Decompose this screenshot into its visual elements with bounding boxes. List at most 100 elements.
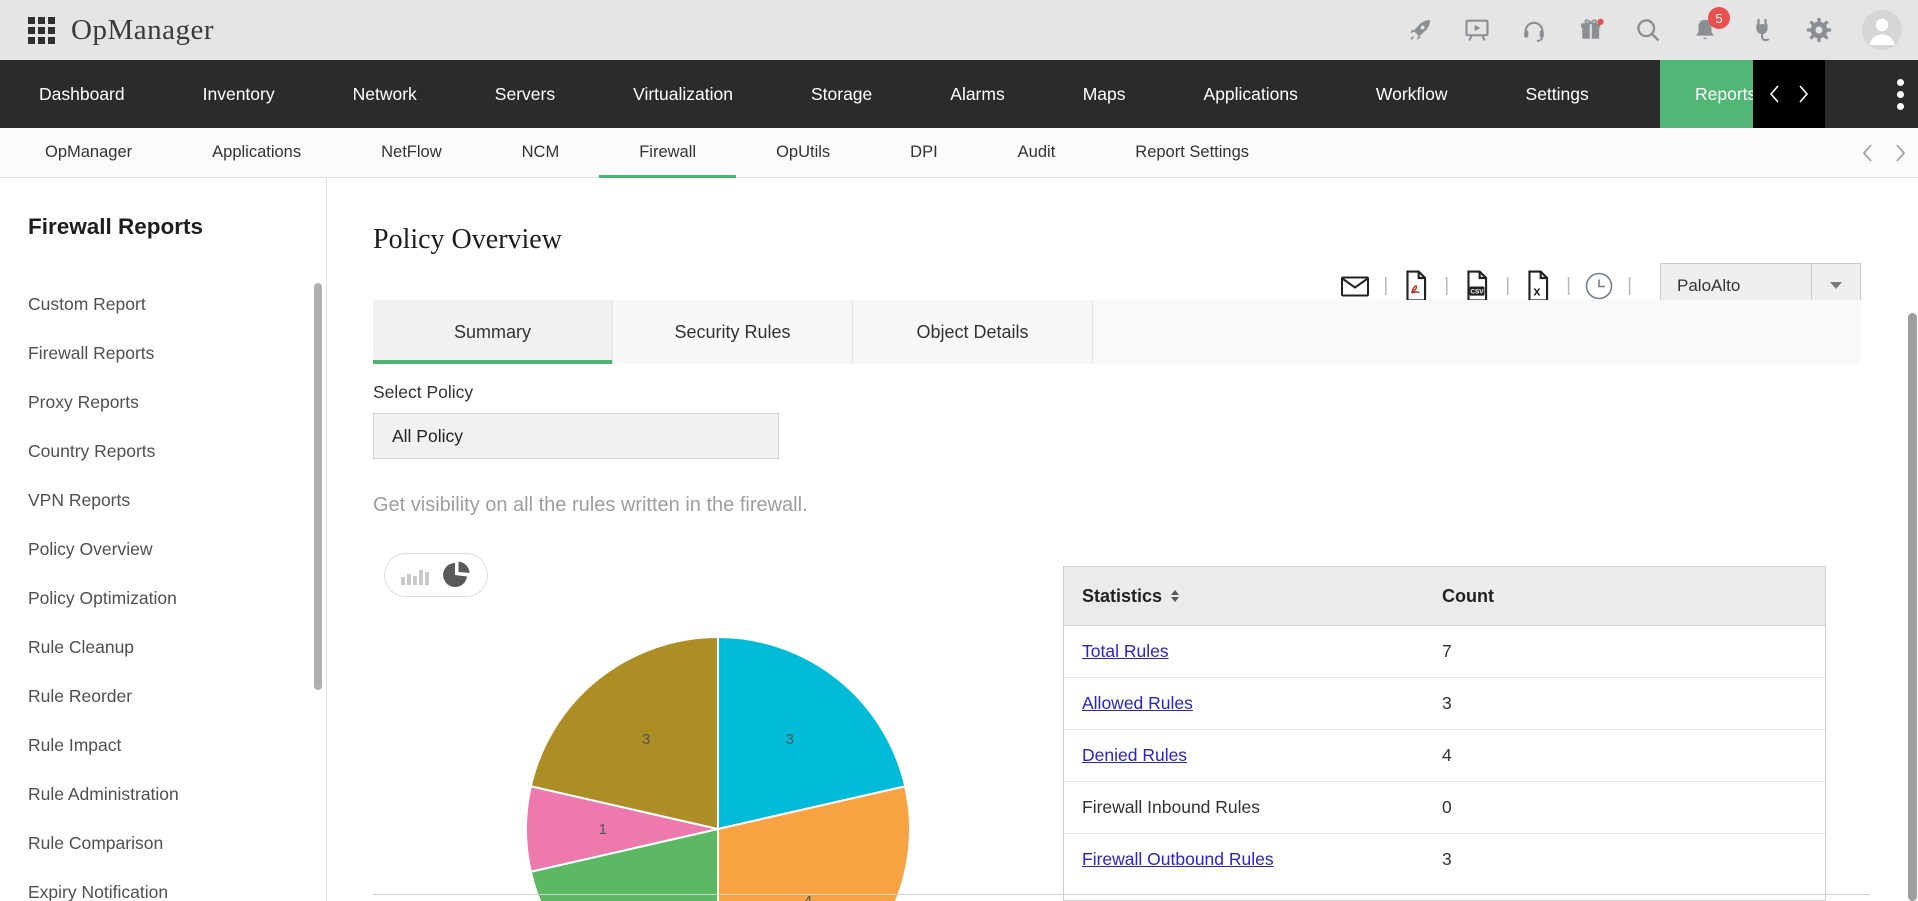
sidebar-item-policy-overview[interactable]: Policy Overview [28, 539, 153, 559]
pie-slice-1[interactable] [717, 785, 911, 901]
policy-select-value: All Policy [392, 425, 463, 446]
sidebar-item-policy-optimization[interactable]: Policy Optimization [28, 588, 177, 608]
tab-summary[interactable]: Summary [373, 300, 613, 364]
table-partial-row [1064, 885, 1825, 901]
stat-link-allowed-rules[interactable]: Allowed Rules [1082, 693, 1193, 713]
nav-more-menu-icon[interactable] [1897, 60, 1904, 128]
schedule-report-icon[interactable] [1584, 270, 1614, 302]
gift-offers-icon[interactable] [1577, 16, 1605, 44]
subnav-item-netflow[interactable]: NetFlow [381, 143, 442, 161]
tab-security-rules[interactable]: Security Rules [613, 300, 853, 364]
pie-slice-4[interactable] [529, 635, 719, 831]
tab-object-details[interactable]: Object Details [853, 300, 1093, 364]
sidebar-item-rule-comparison[interactable]: Rule Comparison [28, 833, 164, 853]
statistics-table-body: Total Rules 7 Allowed Rules 3 Denied Rules 4 F… [1064, 626, 1825, 885]
subnav-item-ncm[interactable]: NCM [521, 143, 560, 161]
stat-label-firewall-inbound-rules: Firewall Inbound Rules [1082, 797, 1261, 817]
search-icon[interactable] [1634, 16, 1662, 44]
subnav-item-oputils[interactable]: OpUtils [776, 143, 831, 161]
subnav-item-firewall[interactable]: Firewall [599, 128, 736, 178]
subnav-item-applications[interactable]: Applications [212, 143, 302, 161]
stat-count-denied-rules: 4 [1442, 745, 1452, 765]
table-row-firewall-inbound-rules: Firewall Inbound Rules 0 [1064, 782, 1825, 834]
nav-tab-alarms[interactable]: Alarms [950, 83, 1005, 104]
sidebar-item-vpn-reports[interactable]: VPN Reports [28, 490, 131, 510]
bar-chart-toggle-icon[interactable] [401, 565, 429, 585]
column-header-count[interactable]: Count [1442, 585, 1494, 606]
sidebar-item-firewall-reports[interactable]: Firewall Reports [28, 343, 155, 363]
nav-tab-network[interactable]: Network [352, 83, 417, 104]
stat-link-denied-rules[interactable]: Denied Rules [1082, 745, 1188, 765]
getting-started-video-icon[interactable] [1463, 16, 1491, 44]
nav-tab-workflow[interactable]: Workflow [1375, 83, 1448, 104]
nav-tab-dashboard[interactable]: Dashboard [39, 83, 125, 104]
subnav-item-dpi[interactable]: DPI [910, 143, 938, 161]
stat-link-total-rules[interactable]: Total Rules [1082, 641, 1169, 661]
export-excel-icon[interactable]: x [1523, 270, 1553, 302]
column-header-statistics[interactable]: Statistics [1082, 585, 1163, 606]
main-navigation-bar: Dashboard Inventory Network Servers Virtuali… [0, 60, 1918, 128]
sidebar-item-expiry-notification[interactable]: Expiry Notification [28, 882, 169, 901]
stat-count-firewall-outbound-rules: 3 [1442, 849, 1452, 869]
nav-tab-storage[interactable]: Storage [810, 83, 873, 104]
email-report-icon[interactable] [1340, 270, 1370, 302]
pie-slice-label-3: 1 [599, 821, 607, 838]
integrations-plug-icon[interactable] [1748, 16, 1776, 44]
user-avatar[interactable] [1862, 10, 1902, 50]
export-csv-icon[interactable]: CSV [1462, 270, 1492, 302]
nav-tab-reports[interactable]: Reports [1660, 60, 1753, 128]
nav-scroll-arrows [1753, 60, 1825, 128]
subnav-item-opmanager[interactable]: OpManager [45, 143, 133, 161]
divider: | [1566, 275, 1572, 296]
sidebar-item-custom-report[interactable]: Custom Report [28, 294, 146, 314]
sidebar-item-rule-administration[interactable]: Rule Administration [28, 784, 179, 804]
nav-tab-virtualization[interactable]: Virtualization [633, 83, 733, 104]
export-pdf-icon[interactable] [1401, 270, 1431, 302]
pie-slice-2[interactable] [529, 827, 719, 901]
subnav-item-report-settings[interactable]: Report Settings [1135, 143, 1250, 161]
pie-chart-toggle-icon[interactable] [441, 560, 471, 590]
rocket-icon[interactable] [1406, 16, 1434, 44]
sidebar-item-country-reports[interactable]: Country Reports [28, 441, 156, 461]
sidebar-item-proxy-reports[interactable]: Proxy Reports [28, 392, 139, 412]
policy-tabs: Summary Security Rules Object Details [373, 300, 1861, 364]
select-policy-label: Select Policy [373, 382, 474, 402]
report-description: Get visibility on all the rules written … [373, 494, 808, 516]
pie-slice-label-0: 3 [786, 731, 794, 748]
subnav-scroll-right-icon[interactable] [1892, 141, 1908, 165]
sidebar-scrollbar-thumb[interactable] [314, 283, 322, 690]
vendor-dropdown-caret[interactable] [1811, 264, 1860, 307]
pie-slice-0[interactable] [717, 635, 907, 831]
pie-slice-label-4: 3 [642, 731, 650, 748]
sidebar-item-rule-reorder[interactable]: Rule Reorder [28, 686, 133, 706]
policy-select[interactable]: All Policy [373, 413, 779, 459]
divider: | [1627, 275, 1632, 296]
table-row-denied-rules: Denied Rules 4 [1064, 730, 1825, 782]
nav-tab-maps[interactable]: Maps [1082, 83, 1126, 104]
pie-slice-label-1: 4 [804, 893, 812, 901]
subnav-item-audit[interactable]: Audit [1017, 143, 1056, 161]
apps-grid-icon[interactable] [28, 16, 55, 44]
firewall-reports-sidebar: Firewall Reports Custom Report Firewall R… [0, 178, 327, 901]
nav-scroll-left-icon[interactable] [1768, 83, 1782, 105]
sidebar-item-rule-impact[interactable]: Rule Impact [28, 735, 122, 755]
sort-icon[interactable] [1171, 590, 1180, 602]
statistics-table-header: Statistics Count [1064, 567, 1825, 626]
main-scrollbar-thumb[interactable] [1908, 313, 1917, 901]
sidebar-item-list: Custom Report Firewall Reports Proxy Repor… [0, 280, 326, 901]
settings-gear-icon[interactable] [1805, 16, 1833, 44]
nav-tab-applications[interactable]: Applications [1203, 83, 1298, 104]
nav-tab-inventory[interactable]: Inventory [202, 83, 275, 104]
sidebar-item-rule-cleanup[interactable]: Rule Cleanup [28, 637, 135, 657]
support-headset-icon[interactable] [1520, 16, 1548, 44]
policy-pie-chart[interactable]: 34313 [524, 635, 911, 901]
subnav-scroll-left-icon[interactable] [1860, 141, 1876, 165]
table-row-allowed-rules: Allowed Rules 3 [1064, 678, 1825, 730]
nav-tab-servers[interactable]: Servers [494, 83, 556, 104]
nav-scroll-right-icon[interactable] [1796, 83, 1810, 105]
section-divider [373, 894, 1870, 895]
nav-tab-settings[interactable]: Settings [1525, 83, 1589, 104]
stat-link-firewall-outbound-rules[interactable]: Firewall Outbound Rules [1082, 849, 1274, 869]
notifications-bell-icon[interactable]: 5 [1691, 7, 1730, 44]
divider: | [1444, 275, 1450, 296]
